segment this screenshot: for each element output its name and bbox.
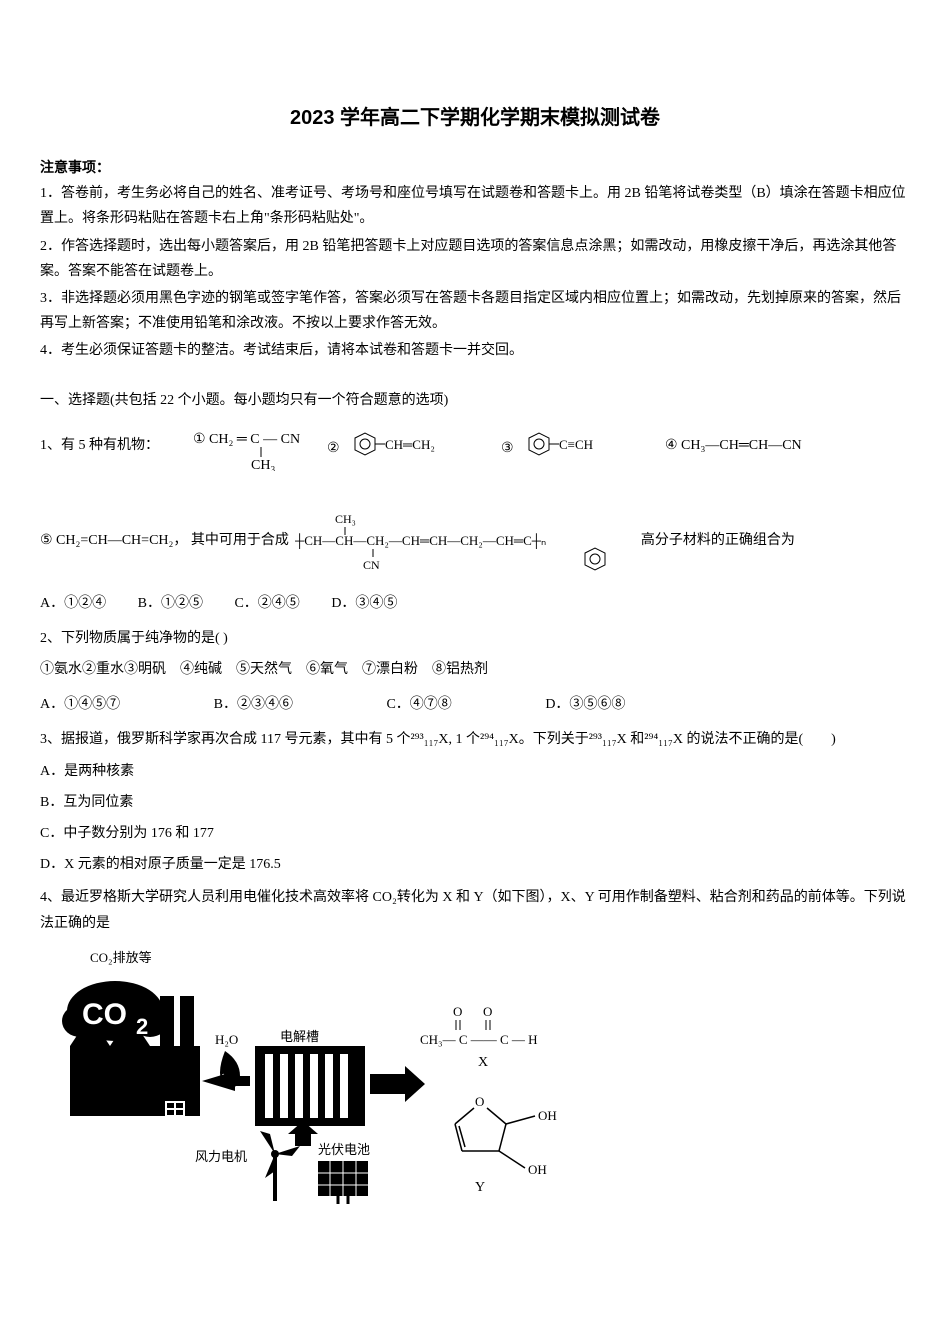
- q1-polymer-formula: CH₃ ┼CH—CH—CH₂—CH═CH—CH₂—CH═C┼ₙ CN: [295, 511, 635, 571]
- svg-text:②: ②: [327, 441, 340, 456]
- q2-items: ①氨水②重水③明矾 ④纯碱 ⑤天然气 ⑥氧气 ⑦漂白粉 ⑧铝热剂: [40, 657, 910, 682]
- q1-option-d: D．③④⑤: [331, 591, 397, 616]
- svg-text:③: ③: [501, 441, 514, 456]
- formula-2-svg: ② CH═CH₂: [327, 430, 497, 462]
- polymer-svg: CH₃ ┼CH—CH—CH₂—CH═CH—CH₂—CH═C┼ₙ CN: [295, 511, 635, 571]
- q3-option-d: D．X 元素的相对原子质量一定是 176.5: [40, 852, 910, 877]
- svg-text:CH₃— C —— C — H: CH₃— C —— C — H: [420, 1032, 538, 1047]
- notice-item-3: 3．非选择题必须用黑色字迹的钢笔或签字笔作答，答案必须写在答题卡各题目指定区域内…: [40, 286, 910, 336]
- question-3: 3、据报道，俄罗斯科学家再次合成 117 号元素，其中有 5 个²⁹³₁₁₇X,…: [40, 727, 910, 877]
- formula-3-svg: ③ C≡CH: [501, 430, 661, 462]
- q4-text: 4、最近罗格斯大学研究人员利用电催化技术高效率将 CO₂转化为 X 和 Y（如下…: [40, 885, 910, 935]
- svg-text:CH₃: CH₃: [335, 512, 356, 526]
- svg-text:④ CH₃—CH═CH—CN: ④ CH₃—CH═CH—CN: [665, 438, 802, 453]
- arrow-2-icon: [370, 1066, 425, 1102]
- q1-option-c: C．②④⑤: [234, 591, 299, 616]
- q2-option-b: B．②③④⑥: [214, 692, 293, 717]
- wind-turbine-icon: 风力电机: [195, 1131, 300, 1201]
- q3-option-c: C．中子数分别为 176 和 177: [40, 821, 910, 846]
- electrolyzer-icon: 电解槽: [255, 1029, 365, 1126]
- q4-diagram-svg: CO₂排放等 CO 2: [60, 946, 640, 1206]
- q3-option-a: A．是两种核素: [40, 759, 910, 784]
- svg-text:Y: Y: [475, 1180, 485, 1195]
- solar-panel-icon: 光伏电池: [318, 1142, 370, 1204]
- q1-formula-3: ③ C≡CH: [501, 430, 661, 462]
- svg-text:电解槽: 电解槽: [280, 1029, 319, 1044]
- q1-option-a: A．①②④: [40, 591, 106, 616]
- q1-formula-2: ② CH═CH₂: [327, 430, 497, 462]
- molecule-y: O OH OH Y: [455, 1094, 557, 1195]
- q2-option-c: C．④⑦⑧: [386, 692, 451, 717]
- notice-section: 注意事项： 1．答卷前，考生务必将自己的姓名、准考证号、考场号和座位号填写在试题…: [40, 156, 910, 364]
- q3-text: 3、据报道，俄罗斯科学家再次合成 117 号元素，其中有 5 个²⁹³₁₁₇X,…: [40, 727, 910, 752]
- factory-icon: CO 2: [62, 981, 200, 1116]
- svg-text:O: O: [475, 1094, 484, 1109]
- section-1-header: 一、选择题(共包括 22 个小题。每小题均只有一个符合题意的选项): [40, 388, 910, 413]
- q4-diagram: CO₂排放等 CO 2: [60, 946, 910, 1215]
- question-2: 2、下列物质属于纯净物的是( ) ①氨水②重水③明矾 ④纯碱 ⑤天然气 ⑥氧气 …: [40, 626, 910, 718]
- svg-text:2: 2: [136, 1014, 148, 1039]
- svg-text:① CH₂ ═ C — CN: ① CH₂ ═ C — CN: [193, 432, 300, 447]
- q2-text: 2、下列物质属于纯净物的是( ): [40, 626, 910, 651]
- notice-header: 注意事项：: [40, 156, 910, 181]
- notice-item-4: 4．考生必须保证答题卡的整洁。考试结束后，请将本试卷和答题卡一并交回。: [40, 338, 910, 363]
- svg-text:CO: CO: [82, 998, 127, 1031]
- svg-text:O: O: [453, 1004, 462, 1019]
- svg-text:C≡CH: C≡CH: [559, 437, 593, 452]
- co2-label: CO₂排放等: [90, 950, 152, 965]
- svg-text:OH: OH: [538, 1108, 557, 1123]
- svg-text:┼CH—CH—CH₂—CH═CH—CH₂—CH═C┼ₙ: ┼CH—CH—CH₂—CH═CH—CH₂—CH═C┼ₙ: [295, 533, 546, 549]
- q1-formula-1: ① CH₂ ═ C — CN CH₃: [193, 421, 323, 471]
- svg-text:光伏电池: 光伏电池: [318, 1142, 370, 1157]
- svg-text:风力电机: 风力电机: [195, 1149, 247, 1164]
- svg-text:CN: CN: [363, 558, 380, 571]
- q1-option-b: B．①②⑤: [138, 591, 203, 616]
- formula-4-svg: ④ CH₃—CH═CH—CN: [665, 430, 865, 462]
- q1-prefix: 1、有 5 种有机物：: [40, 433, 159, 458]
- molecule-x: O O CH₃— C —— C — H X: [420, 1004, 538, 1070]
- q3-option-b: B．互为同位素: [40, 790, 910, 815]
- q2-option-a: A．①④⑤⑦: [40, 692, 120, 717]
- page-title: 2023 学年高二下学期化学期末模拟测试卷: [40, 100, 910, 136]
- arrow-1-icon: [202, 1071, 250, 1091]
- notice-item-2: 2．作答选择题时，选出每小题答案后，用 2B 铅笔把答题卡上对应题目选项的答案信…: [40, 234, 910, 284]
- q1-line2-suffix: 高分子材料的正确组合为: [641, 528, 795, 553]
- q1-formula-4: ④ CH₃—CH═CH—CN: [665, 430, 865, 462]
- q1-line2-prefix: ⑤ CH₂=CH—CH=CH₂， 其中可用于合成: [40, 528, 289, 553]
- formula-1-svg: ① CH₂ ═ C — CN CH₃: [193, 421, 323, 471]
- notice-item-1: 1．答卷前，考生务必将自己的姓名、准考证号、考场号和座位号填写在试题卷和答题卡上…: [40, 181, 910, 231]
- q2-option-d: D．③⑤⑥⑧: [545, 692, 625, 717]
- question-1: 1、有 5 种有机物： ① CH₂ ═ C — CN CH₃ ② CH═CH₂ …: [40, 421, 910, 616]
- svg-text:CH═CH₂: CH═CH₂: [385, 437, 435, 452]
- svg-text:OH: OH: [528, 1162, 547, 1177]
- svg-text:O: O: [483, 1004, 492, 1019]
- question-4: 4、最近罗格斯大学研究人员利用电催化技术高效率将 CO₂转化为 X 和 Y（如下…: [40, 885, 910, 1215]
- svg-text:CH₃: CH₃: [251, 458, 275, 471]
- svg-text:X: X: [478, 1055, 488, 1070]
- svg-text:H₂O: H₂O: [215, 1032, 238, 1047]
